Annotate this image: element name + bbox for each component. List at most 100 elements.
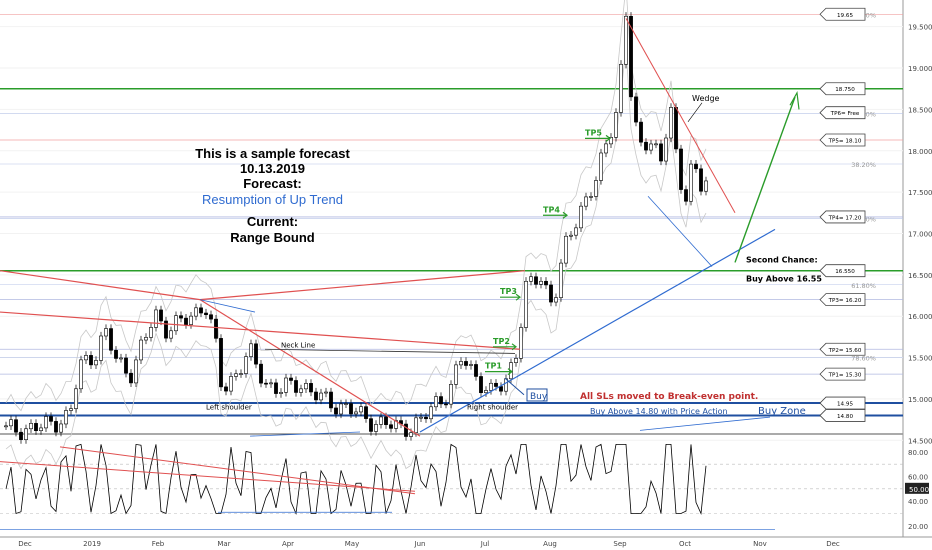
candle [14,419,18,433]
price-tag-box [819,367,866,381]
buy-box [526,388,548,402]
candle [44,416,48,429]
neck-line-label: Neck Line [281,341,315,349]
y-tick-label: 19.500 [908,24,932,32]
candle [544,280,548,286]
forecast-label: Forecast: [243,176,302,191]
buy-label: Buy [530,392,548,402]
rsi-tick-label: 40.00 [908,498,928,506]
y-tick-label: 16.000 [908,313,932,321]
fib-level-label: 78.60% [851,355,876,363]
candle [624,15,628,65]
candle [389,424,393,429]
candle [149,327,153,338]
x-tick-label: Nov [753,540,767,548]
price-tag-label: TP3= 16.20 [828,298,862,304]
tp1-arrowhead [507,368,513,376]
candle [219,338,223,388]
candle [514,358,518,363]
price-tag-label: 16.550 [835,269,855,275]
price-tag-label: 14.95 [837,402,853,408]
candle [189,315,193,325]
candle [609,137,613,145]
candle [9,419,13,427]
y-tick-label: 15.000 [908,396,932,404]
candle [309,383,313,393]
candle [139,339,143,361]
candle [534,276,538,285]
candle [84,355,88,361]
x-tick-label: Oct [679,540,691,548]
price-tag-box [819,396,866,410]
candle [644,141,648,151]
price-tag-label: TP6= Free [830,111,860,117]
candle [409,432,413,437]
candle [39,427,43,431]
trendline-blue [199,299,256,313]
trendline-red [199,299,421,437]
candle [439,396,443,405]
candle [694,163,698,170]
tp3-label: TP3 [500,287,517,296]
candle [479,376,483,394]
price-tag-box [819,264,866,278]
rsi-trendline [0,461,416,492]
neck-line [264,348,516,354]
candle [539,280,543,285]
candle [4,425,8,428]
price-tag-box [819,409,866,422]
candle [89,355,93,366]
candle [314,391,318,401]
rsi-line [5,443,707,516]
candle [349,403,353,415]
price-tag-label: 18.750 [835,87,855,93]
candle [294,380,298,393]
candle [99,335,103,361]
forecast-line-1: This is a sample forecast [195,146,350,161]
buy-zone-label: Buy Zone [758,406,806,417]
candle [304,383,308,390]
candle [369,418,373,432]
second-chance-label: Second Chance: [746,255,818,264]
candle [129,372,133,384]
tp5-arrowhead [605,134,611,142]
buy-zone-connector [249,431,361,437]
candle [334,407,338,415]
current-label: Current: [246,214,299,229]
x-tick-label: Apr [282,540,294,548]
y-tick-label: 18.000 [908,148,932,156]
fib-level-label: 61.80% [851,282,876,290]
price-tag-box [819,133,866,147]
upper-band [5,0,707,412]
candle [424,416,428,420]
x-tick-label: Mar [217,540,230,548]
x-tick-label: Sep [613,540,627,548]
candle [274,382,278,394]
candle [584,196,588,207]
candle [594,180,598,197]
candle [554,297,558,303]
candle [684,189,688,202]
candle [374,424,378,432]
trendline-red [199,270,526,301]
candle [169,330,173,339]
price-tag-box [819,106,866,120]
candle [639,121,643,143]
candle [444,403,448,406]
candle [574,227,578,236]
rsi-tick-label: 20.00 [908,523,928,531]
candle [629,15,633,98]
candle [604,143,608,154]
fib-level-label: 38.20% [851,161,876,169]
forecast-header: This is a sample forecast 10.13.2019 For… [170,146,375,191]
price-tag-label: TP4= 17.20 [828,215,862,221]
candle [414,417,418,433]
candle [319,392,323,401]
candle [284,377,288,393]
x-tick-label: Jul [480,540,490,548]
candle [79,359,83,390]
candle [119,357,123,360]
y-tick-label: 19.000 [908,65,932,73]
y-tick-label: 17.000 [908,230,932,238]
right-shoulder-label: Right shoulder [467,404,518,412]
